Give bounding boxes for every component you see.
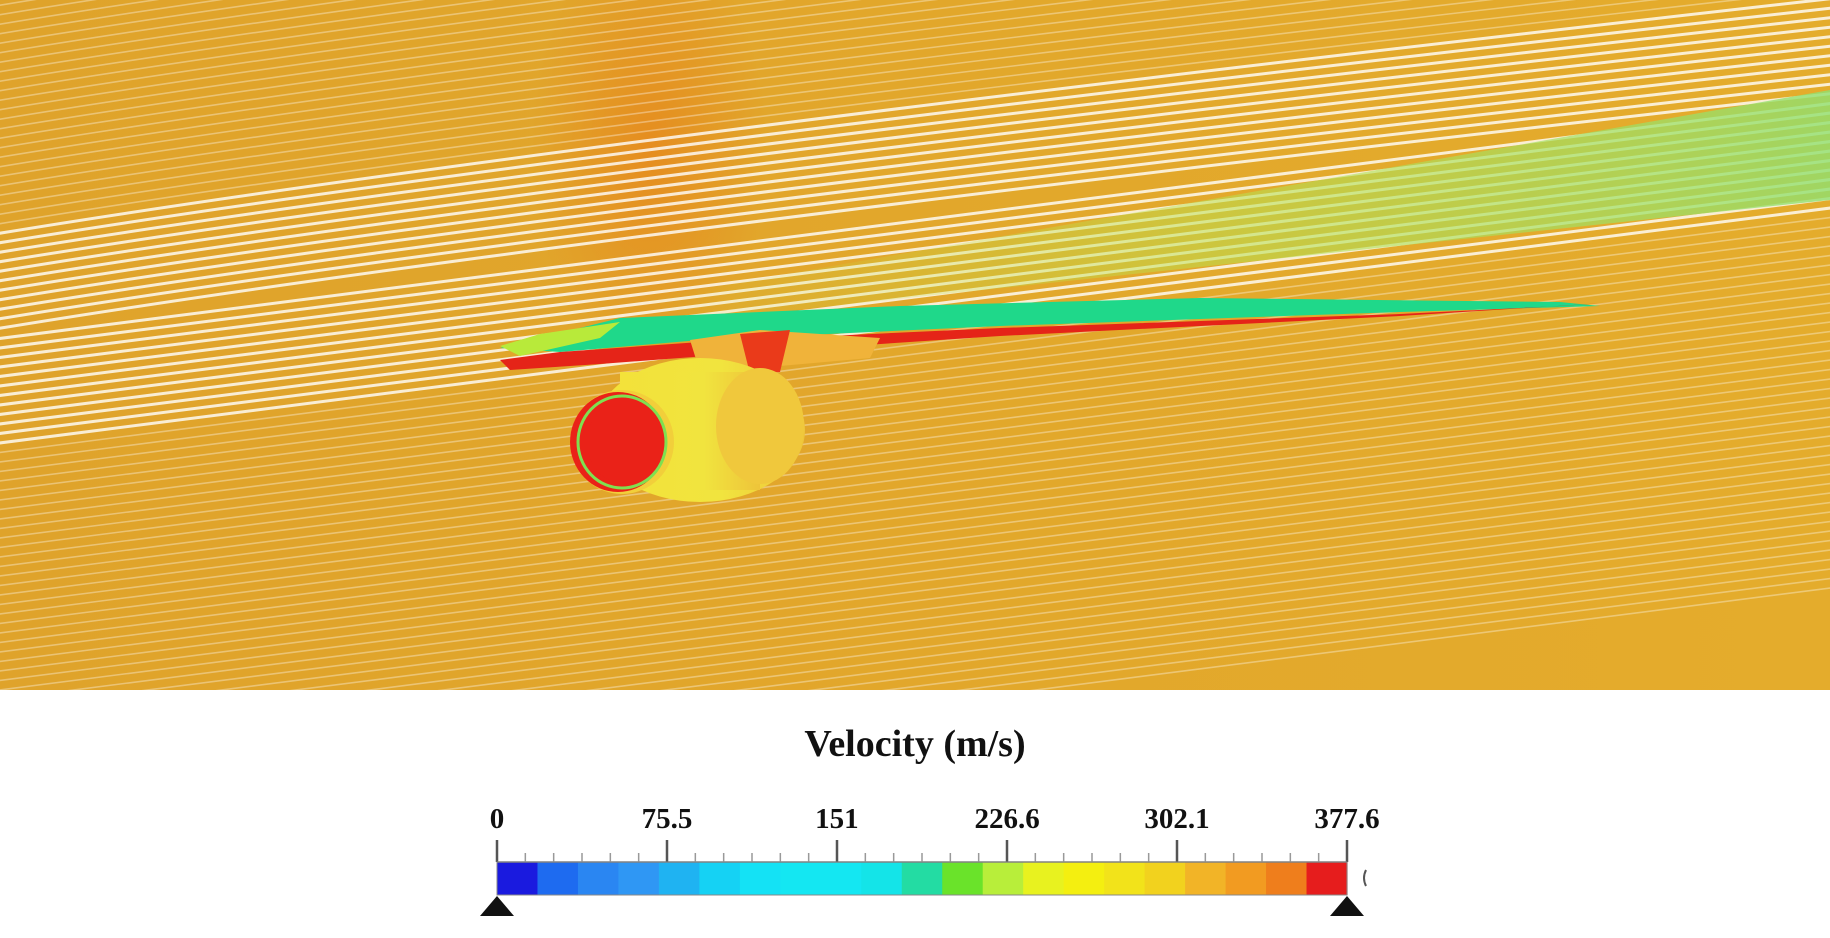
nacelle-inlet-face — [587, 400, 663, 484]
colorbar-band — [577, 862, 620, 895]
streamline — [0, 0, 290, 45]
streamline — [0, 35, 1830, 273]
colorbar-band — [901, 862, 943, 895]
streamline — [0, 44, 1830, 283]
streamline — [0, 63, 1830, 302]
colorbar-tick-label: 151 — [815, 803, 859, 835]
streamline — [0, 0, 1413, 187]
colorbar-tick-labels: 0 75.5 151 226.6 302.1 377.6 — [490, 803, 1380, 835]
colorbar-band — [497, 862, 539, 895]
streamline — [722, 549, 1830, 690]
colorbar-tick-label: 75.5 — [642, 803, 693, 835]
velocity-contour-view — [0, 0, 1830, 690]
colorbar-tick-label: 0 — [490, 803, 505, 835]
streamline — [1019, 587, 1830, 690]
nacelle-rear — [716, 368, 804, 484]
legend-area: 0 75.5 151 226.6 302.1 377.6 Velocity (m/s) — [0, 690, 1830, 938]
colorbar-band — [1144, 862, 1186, 895]
streamline — [0, 0, 1830, 235]
streamline — [0, 0, 496, 73]
colorbar-band — [1185, 862, 1227, 895]
colorbar-band — [658, 862, 700, 895]
colorbar-band — [982, 862, 1024, 895]
streamline — [0, 25, 1830, 264]
wing-lower-surface — [500, 302, 1620, 370]
colorbar: 0 75.5 151 226.6 302.1 377.6 — [480, 803, 1380, 916]
streamline — [0, 0, 1332, 178]
streamline — [0, 16, 1830, 254]
colorbar-band — [739, 862, 781, 895]
colorbar-band — [1225, 862, 1267, 895]
colorbar-band — [861, 862, 903, 895]
colorbar-band — [1266, 862, 1308, 895]
colorbar-band — [618, 862, 660, 895]
streamline — [0, 0, 357, 54]
colorbar-band — [699, 862, 741, 895]
wake-region — [640, 90, 1830, 320]
max-slider-handle[interactable] — [1330, 896, 1364, 916]
wing-upper-surface — [500, 298, 1600, 352]
wing-leading-edge — [500, 322, 620, 356]
streamline — [0, 0, 1743, 225]
stagnation-region — [530, 0, 770, 370]
streamline — [0, 0, 567, 83]
min-slider-handle[interactable] — [480, 896, 514, 916]
streamline — [0, 0, 1495, 197]
streamline — [0, 0, 426, 64]
colorbar-band — [1023, 862, 1065, 895]
colorbar-band — [1104, 862, 1146, 895]
colorbar-band — [942, 862, 984, 895]
colorbar-band — [780, 862, 822, 895]
streamline — [0, 102, 1830, 340]
streamline — [0, 0, 713, 102]
colorbar-edge-mark — [1363, 869, 1367, 887]
streamline — [871, 568, 1830, 690]
streamline — [0, 0, 1252, 168]
nacelle-inlet-ring — [576, 394, 668, 490]
streamline — [0, 6, 1830, 245]
streamline — [0, 92, 1830, 330]
colorbar-frame — [496, 861, 1348, 896]
streamline — [0, 0, 1094, 149]
legend-title: Velocity (m/s) — [804, 723, 1026, 765]
pylon-stripe — [740, 330, 790, 374]
colorbar-tick-label: 302.1 — [1144, 803, 1209, 835]
colorbar-tick-label: 377.6 — [1314, 803, 1379, 835]
streamline — [797, 558, 1830, 690]
streamline — [0, 73, 1830, 311]
streamline — [0, 0, 1577, 206]
colorbar-ticks — [495, 840, 1349, 863]
colorbar-band — [537, 862, 579, 895]
colorbar-tick-label: 226.6 — [974, 803, 1039, 835]
streamline — [0, 54, 1830, 292]
streamline — [0, 0, 1660, 216]
streamline — [0, 0, 1173, 159]
streamline — [0, 0, 939, 130]
colorbar-band — [820, 862, 862, 895]
streamline — [0, 0, 224, 35]
streamline — [0, 0, 862, 121]
colorbar-band — [1306, 862, 1348, 895]
colorbar-bands — [497, 862, 1348, 895]
streamline — [0, 0, 787, 111]
streamline — [945, 577, 1830, 690]
streamline — [0, 82, 1830, 321]
streamline — [0, 0, 1016, 140]
streamline — [0, 0, 639, 92]
colorbar-band — [1063, 862, 1105, 895]
